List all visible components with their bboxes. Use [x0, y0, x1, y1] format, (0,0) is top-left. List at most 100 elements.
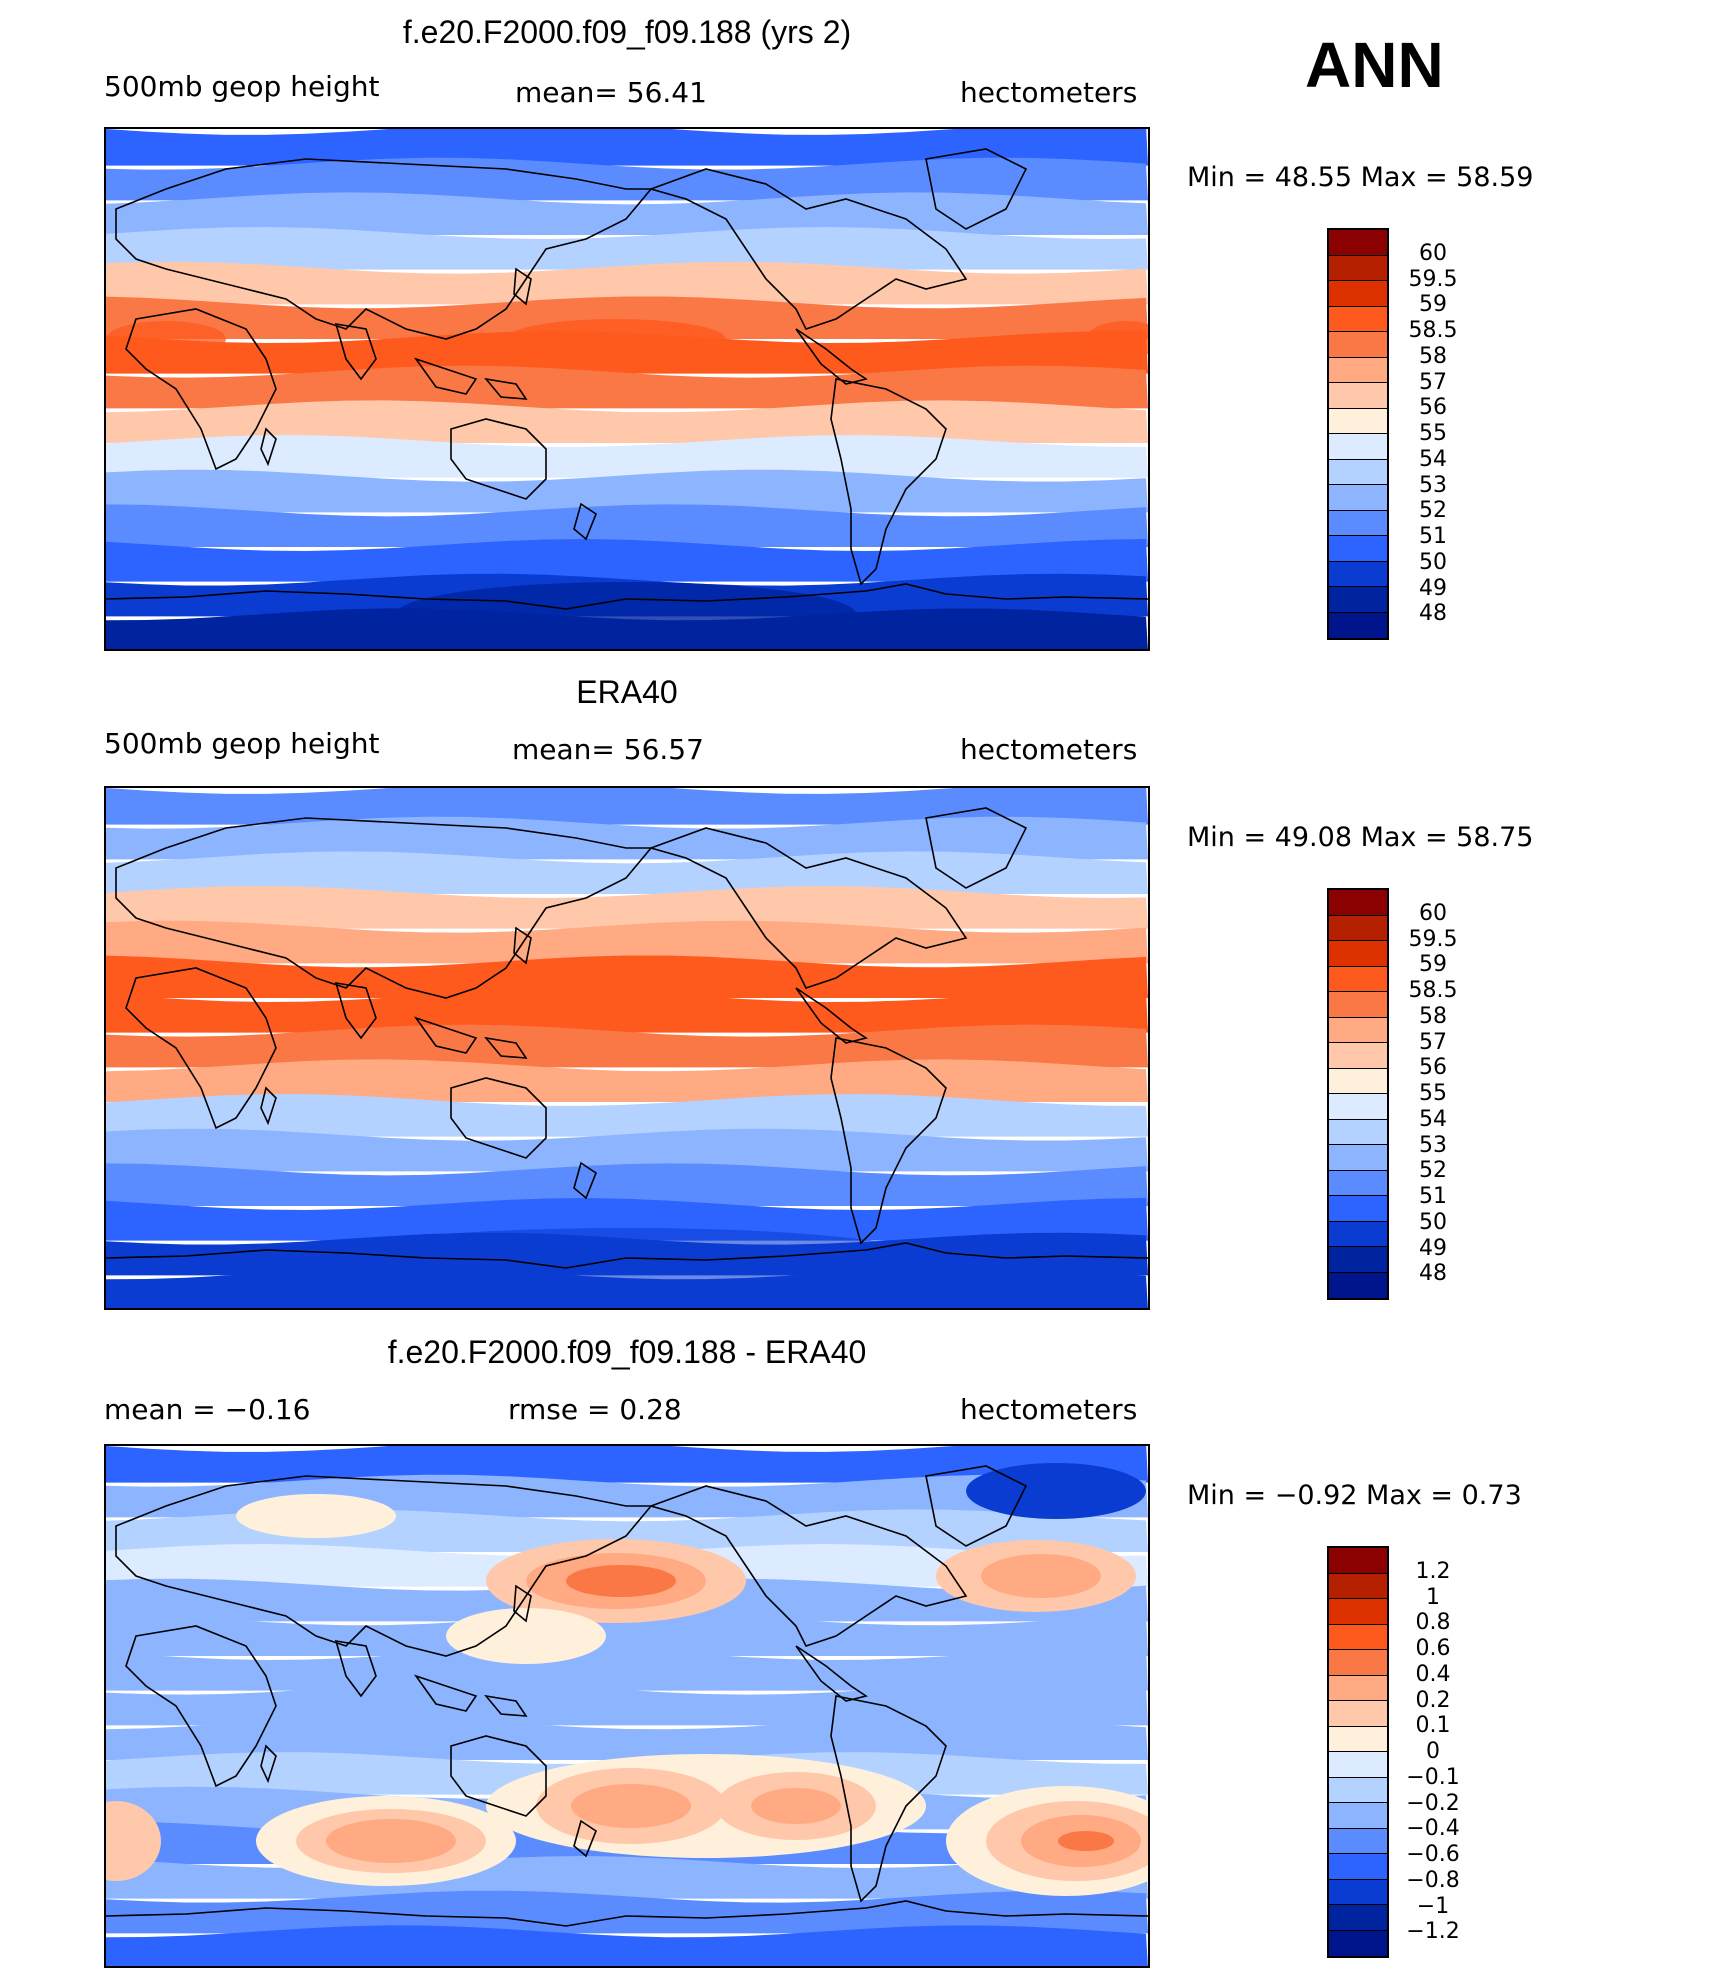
- colorbar-tick-label: 56: [1419, 395, 1447, 421]
- latitude-band: [106, 539, 1148, 582]
- colorbar-swatch: [1329, 383, 1387, 409]
- colorbar-swatch: [1329, 587, 1387, 613]
- south-america-coast: [830, 1695, 947, 1903]
- africa-coast: [125, 308, 277, 471]
- colorbar-tick-label: 0.4: [1415, 1661, 1451, 1687]
- panel-1-title: f.e20.F2000.f09_f09.188 (yrs 2): [402, 14, 852, 50]
- colorbar-tick-label: 50: [1419, 549, 1447, 575]
- colorbar-tick-label: −1: [1416, 1893, 1450, 1919]
- colorbar-tick-label: 1.2: [1415, 1558, 1451, 1584]
- japan-coast: [513, 267, 532, 306]
- colorbar-tick-label: 54: [1419, 1106, 1447, 1132]
- colorbar-tick-label: −0.1: [1406, 1764, 1460, 1790]
- colorbar-swatch: [1329, 434, 1387, 460]
- colorbar-tick-label: 0.8: [1415, 1610, 1451, 1636]
- antarctica-coast: [106, 583, 1148, 610]
- africa-coast: [125, 967, 277, 1130]
- colorbar-tick-label: −0.8: [1406, 1867, 1460, 1893]
- colorbar-tick-label: 1: [1426, 1584, 1440, 1610]
- colorbar-tick-label: 0.2: [1415, 1687, 1451, 1713]
- panel-1-units-label: hectometers: [960, 76, 1138, 109]
- panel-1-minmax: Min = 48.55 Max = 58.59: [1187, 162, 1534, 193]
- diff-pacific-positive-core: [566, 1565, 676, 1597]
- panel-2-coastlines: [106, 807, 1148, 1269]
- latitude-band: [106, 1059, 1148, 1102]
- colorbar-tick-label: 50: [1419, 1209, 1447, 1235]
- panel-3-map: [104, 1444, 1150, 1968]
- latitude-band: [106, 129, 1148, 166]
- colorbar-swatch: [1329, 1726, 1387, 1752]
- antarctica-coast: [106, 1900, 1148, 1927]
- colorbar-tick-label: 58: [1419, 1003, 1447, 1029]
- australia-coast: [450, 1077, 547, 1159]
- new-zealand-coast: [573, 1161, 597, 1200]
- colorbar-tick-label: 58.5: [1408, 978, 1458, 1003]
- panel-1-high-anomaly-west: [106, 321, 226, 357]
- panel-2-variable-label: 500mb geop height: [104, 727, 380, 760]
- diff-atlantic-positive-mid: [981, 1554, 1101, 1598]
- diff-japan-positive: [446, 1608, 606, 1664]
- colorbar-swatch: [1329, 332, 1387, 358]
- colorbar-tick-label: 52: [1419, 1158, 1447, 1184]
- colorbar-swatch: [1329, 915, 1387, 941]
- japan-coast: [513, 1584, 532, 1623]
- north-america-coast: [648, 1485, 968, 1647]
- colorbar-tick-label: 53: [1419, 472, 1447, 498]
- central-america-coast: [795, 328, 868, 385]
- panel-1-colorbar: [1327, 228, 1389, 640]
- latitude-band: [106, 227, 1148, 270]
- panel-1-high-anomaly-east: [1086, 321, 1148, 357]
- colorbar-tick-label: 57: [1419, 369, 1447, 395]
- panel-2-colorbar: [1327, 888, 1389, 1300]
- madagascar-coast: [260, 1086, 277, 1126]
- greenland-coast: [925, 807, 1028, 889]
- colorbar-swatch: [1329, 1119, 1387, 1145]
- panel-3-coastlines: [106, 1465, 1148, 1927]
- panel-1-high-anomaly: [506, 319, 726, 359]
- north-america-coast: [648, 827, 968, 989]
- colorbar-swatch: [1329, 1599, 1387, 1625]
- colorbar-tick-label: 49: [1419, 1235, 1447, 1261]
- colorbar-tick-label: 0.1: [1415, 1713, 1451, 1739]
- colorbar-tick-label: 51: [1419, 524, 1447, 549]
- colorbar-tick-label: 0: [1426, 1739, 1440, 1764]
- india-coast: [334, 1640, 377, 1698]
- colorbar-swatch: [1329, 281, 1387, 307]
- colorbar-tick-label: 59.5: [1408, 266, 1458, 292]
- diff-south-pacific-a-core: [571, 1784, 691, 1828]
- antarctica-coast: [106, 1242, 1148, 1269]
- latitude-band: [106, 157, 1148, 201]
- colorbar-tick-label: 53: [1419, 1132, 1447, 1158]
- colorbar-swatch: [1329, 485, 1387, 511]
- colorbar-tick-label: 0.6: [1415, 1636, 1451, 1661]
- madagascar-coast: [260, 1744, 277, 1784]
- colorbar-swatch: [1329, 459, 1387, 485]
- latitude-band: [106, 1446, 1148, 1483]
- latitude-band: [106, 261, 1148, 305]
- maritime-continent-coast: [413, 1674, 528, 1717]
- madagascar-coast: [260, 427, 277, 467]
- colorbar-swatch: [1329, 1675, 1387, 1701]
- colorbar-swatch: [1329, 510, 1387, 536]
- colorbar-swatch: [1329, 255, 1387, 281]
- diff-indian-ocean-core: [326, 1819, 456, 1863]
- europe-asia-coast: [115, 1475, 653, 1657]
- colorbar-tick-label: 58: [1419, 343, 1447, 369]
- maritime-continent-coast: [413, 357, 528, 400]
- panel-2-map-svg: [106, 788, 1148, 1308]
- colorbar-swatch: [1329, 1094, 1387, 1120]
- colorbar-swatch: [1329, 1879, 1387, 1905]
- colorbar-swatch: [1329, 992, 1387, 1018]
- colorbar-swatch: [1329, 1905, 1387, 1931]
- colorbar-tick-label: 48: [1419, 1261, 1447, 1287]
- colorbar-tick-label: 48: [1419, 601, 1447, 627]
- colorbar-tick-label: 54: [1419, 446, 1447, 472]
- colorbar-swatch: [1329, 1221, 1387, 1247]
- latitude-band: [106, 1198, 1148, 1241]
- colorbar-swatch: [1329, 230, 1387, 256]
- colorbar-tick-label: 59: [1419, 952, 1447, 978]
- diff-west-edge-positive: [106, 1801, 161, 1881]
- diff-europe-positive: [236, 1494, 396, 1538]
- panel-2-mean-label: mean= 56.57: [512, 733, 704, 766]
- colorbar-tick-label: 49: [1419, 575, 1447, 601]
